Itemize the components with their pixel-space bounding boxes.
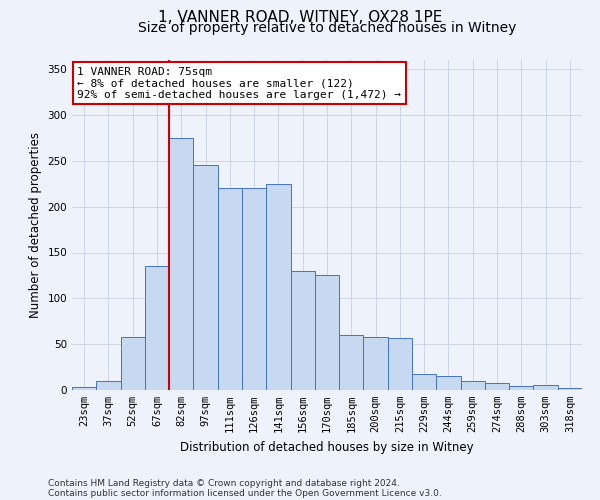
Bar [242, 188, 266, 390]
Bar [388, 338, 412, 390]
Text: Contains HM Land Registry data © Crown copyright and database right 2024.: Contains HM Land Registry data © Crown c… [48, 478, 400, 488]
Bar [339, 335, 364, 390]
Bar [218, 188, 242, 390]
Text: 1, VANNER ROAD, WITNEY, OX28 1PE: 1, VANNER ROAD, WITNEY, OX28 1PE [158, 10, 442, 25]
Bar [145, 266, 169, 390]
Bar [169, 138, 193, 390]
Bar [364, 337, 388, 390]
Bar [533, 386, 558, 390]
Bar [436, 376, 461, 390]
Bar [193, 166, 218, 390]
Bar [558, 388, 582, 390]
Bar [509, 386, 533, 390]
Bar [290, 271, 315, 390]
Bar [315, 276, 339, 390]
Bar [485, 382, 509, 390]
Bar [96, 381, 121, 390]
Y-axis label: Number of detached properties: Number of detached properties [29, 132, 42, 318]
Title: Size of property relative to detached houses in Witney: Size of property relative to detached ho… [138, 21, 516, 35]
Bar [461, 381, 485, 390]
Text: Contains public sector information licensed under the Open Government Licence v3: Contains public sector information licen… [48, 488, 442, 498]
Bar [266, 184, 290, 390]
Text: 1 VANNER ROAD: 75sqm
← 8% of detached houses are smaller (122)
92% of semi-detac: 1 VANNER ROAD: 75sqm ← 8% of detached ho… [77, 66, 401, 100]
Bar [412, 374, 436, 390]
Bar [72, 387, 96, 390]
X-axis label: Distribution of detached houses by size in Witney: Distribution of detached houses by size … [180, 440, 474, 454]
Bar [121, 337, 145, 390]
